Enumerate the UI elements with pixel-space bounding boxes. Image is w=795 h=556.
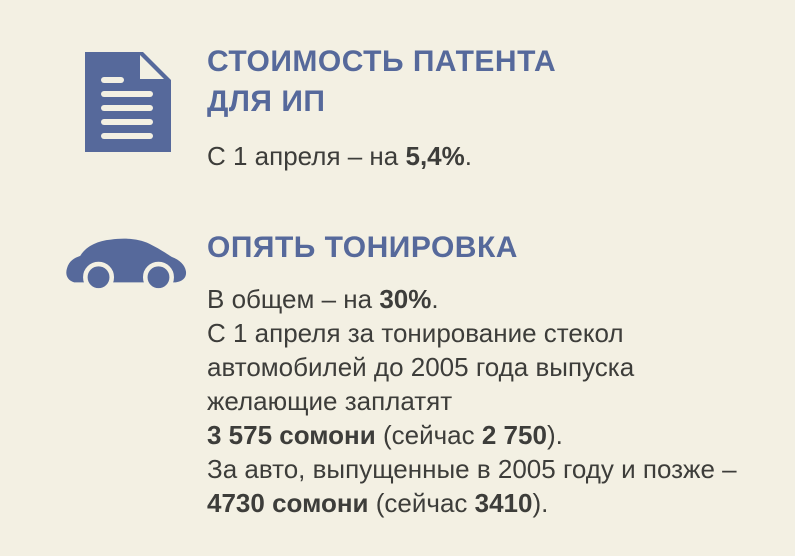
text-line: В общем – на 30%. — [207, 282, 737, 316]
section-body-tinting: В общем – на 30%. С 1 апреля за тонирован… — [207, 282, 737, 520]
text-run: 5,4% — [405, 141, 465, 171]
text-run: ). — [546, 420, 563, 450]
text-run: автомобилей до 2005 года выпуска — [207, 352, 635, 382]
text-run: С 1 апреля за тонирование стекол — [207, 318, 624, 348]
text-run: В общем – на — [207, 284, 380, 314]
car-icon — [64, 229, 192, 295]
title-line: ДЛЯ ИП — [207, 85, 326, 118]
text-line: С 1 апреля за тонирование стекол — [207, 316, 737, 350]
text-run: За авто, выпущенные в 2005 году и позже … — [207, 454, 737, 484]
section-title-tinting: ОПЯТЬ ТОНИРОВКА — [207, 228, 518, 268]
text-run: желающие заплатят — [207, 386, 453, 416]
text-run: ). — [532, 488, 549, 518]
text-line: 4730 сомони (сейчас 3410). — [207, 486, 737, 520]
text-run: 3 575 сомони — [207, 420, 376, 450]
text-run: С 1 апреля – на — [207, 141, 406, 171]
text-run: 4730 сомони — [207, 488, 369, 518]
section-body-patent: С 1 апреля – на 5,4%. — [207, 139, 472, 173]
text-line: За авто, выпущенные в 2005 году и позже … — [207, 452, 737, 486]
text-line: 3 575 сомони (сейчас 2 750). — [207, 418, 737, 452]
text-run: (сейчас — [368, 488, 475, 518]
text-run: . — [431, 284, 439, 314]
section-title-patent: СТОИМОСТЬ ПАТЕНТА ДЛЯ ИП — [207, 42, 556, 122]
text-run: 30% — [379, 284, 432, 314]
text-line: С 1 апреля – на 5,4%. — [207, 139, 472, 173]
text-line: желающие заплатят — [207, 384, 737, 418]
text-run: 2 750 — [481, 420, 547, 450]
title-line: СТОИМОСТЬ ПАТЕНТА — [207, 45, 557, 78]
text-run: 3410 — [474, 488, 533, 518]
title-line: ОПЯТЬ ТОНИРОВКА — [207, 231, 518, 264]
text-run: . — [464, 141, 472, 171]
text-line: автомобилей до 2005 года выпуска — [207, 350, 737, 384]
document-icon — [85, 52, 171, 152]
text-run: (сейчас — [375, 420, 482, 450]
